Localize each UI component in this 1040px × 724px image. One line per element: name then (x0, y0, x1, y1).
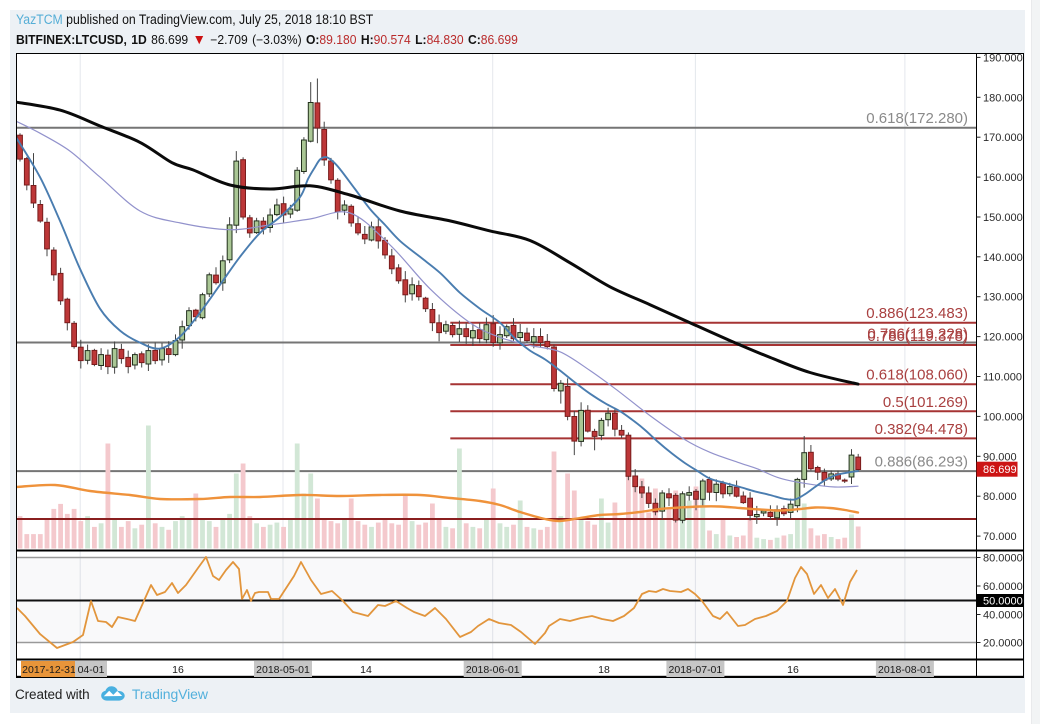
svg-text:150.000: 150.000 (983, 212, 1023, 224)
svg-text:2018-06-01: 2018-06-01 (466, 664, 520, 676)
svg-text:80.000: 80.000 (983, 491, 1017, 503)
svg-text:0.618(172.280): 0.618(172.280) (866, 110, 968, 127)
svg-text:0.5(101.269): 0.5(101.269) (883, 394, 968, 411)
svg-text:90.000: 90.000 (983, 451, 1017, 463)
svg-text:60.0000: 60.0000 (983, 581, 1023, 593)
svg-text:170.000: 170.000 (983, 132, 1023, 144)
svg-text:140.000: 140.000 (983, 252, 1023, 264)
svg-text:130.000: 130.000 (983, 292, 1023, 304)
svg-text:120.000: 120.000 (983, 332, 1023, 344)
svg-text:14: 14 (360, 664, 372, 676)
svg-text:2017-12-31: 2017-12-31 (22, 664, 76, 676)
svg-text:70.000: 70.000 (983, 531, 1017, 543)
svg-text:50.0000: 50.0000 (983, 596, 1023, 608)
svg-text:0.886(123.483): 0.886(123.483) (866, 305, 968, 322)
svg-text:20.0000: 20.0000 (983, 638, 1023, 650)
svg-text:2018-07-01: 2018-07-01 (669, 664, 723, 676)
svg-text:100.000: 100.000 (983, 411, 1023, 423)
svg-text:180.000: 180.000 (983, 92, 1023, 104)
svg-text:0.786(119.378): 0.786(119.378) (867, 328, 968, 345)
svg-text:04-01: 04-01 (78, 664, 105, 676)
svg-text:0.618(108.060): 0.618(108.060) (866, 367, 968, 384)
svg-text:0.382(94.478): 0.382(94.478) (875, 421, 968, 438)
svg-text:16: 16 (172, 664, 184, 676)
svg-text:2018-05-01: 2018-05-01 (256, 664, 310, 676)
svg-text:110.000: 110.000 (983, 372, 1022, 384)
svg-text:40.0000: 40.0000 (983, 610, 1023, 622)
svg-text:190.000: 190.000 (983, 54, 1023, 64)
svg-text:16: 16 (787, 664, 799, 676)
svg-text:80.0000: 80.0000 (983, 553, 1023, 565)
svg-text:86.699: 86.699 (983, 464, 1017, 476)
svg-text:2018-08-01: 2018-08-01 (878, 664, 932, 676)
svg-text:0.786(119.228): 0.786(119.228) (867, 326, 968, 343)
svg-text:18: 18 (598, 664, 610, 676)
svg-text:160.000: 160.000 (983, 172, 1023, 184)
svg-text:0.886(86.293): 0.886(86.293) (875, 454, 968, 471)
